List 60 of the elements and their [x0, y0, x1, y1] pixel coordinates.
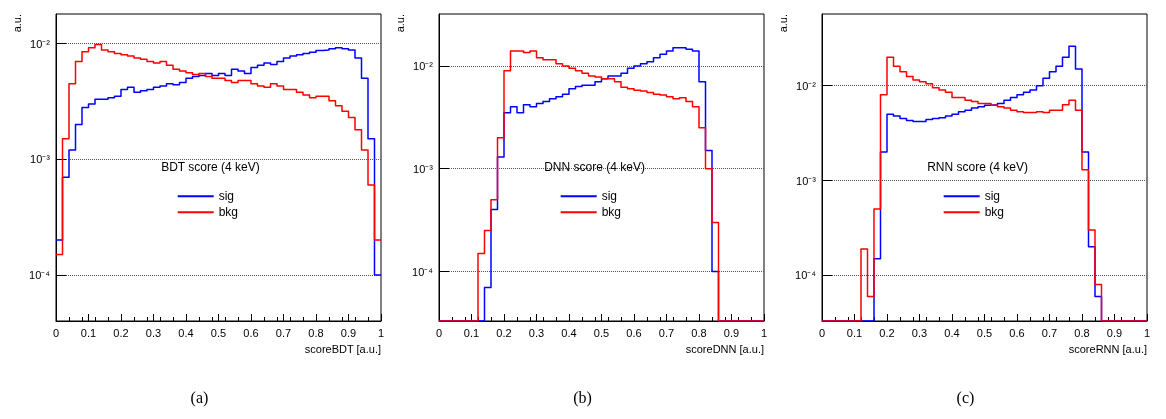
x-tick-label: 0.5 [976, 326, 993, 339]
x-tick-label: 0.2 [113, 326, 129, 339]
x-tick-label: 1 [1143, 326, 1151, 339]
x-tick-label: 0.4 [178, 326, 194, 339]
y-tick-label: 10⁻³ [30, 153, 51, 166]
x-tick-label: 0.9 [340, 326, 357, 339]
text: (c) [956, 388, 975, 407]
y-tick-label: 10⁻⁴ [412, 265, 434, 278]
x-tick-label: 0.4 [561, 326, 577, 339]
y-tick-label: 10⁻² [413, 59, 434, 72]
x-tick-label: 0.1 [80, 326, 97, 339]
x-tick-label: 0.2 [496, 326, 512, 339]
legend-title: RNN score (4 keV) [927, 160, 1028, 175]
y-tick-label: 10⁻³ [796, 174, 817, 187]
x-tick-label: 0.6 [626, 326, 642, 339]
legend-label: bkg [218, 205, 239, 220]
legend-label: bkg [601, 205, 622, 220]
x-tick-label: 0 [435, 326, 443, 339]
y-axis-title: a.u. [776, 14, 789, 33]
x-tick-label: 0.3 [528, 326, 545, 339]
x-tick-label: 0.1 [463, 326, 480, 339]
x-tick-label: 0 [52, 326, 60, 339]
text: (b) [573, 388, 592, 407]
x-tick-label: 0 [818, 326, 826, 339]
y-tick-label: 10⁻⁴ [795, 269, 817, 282]
x-tick-label: 0.3 [911, 326, 928, 339]
x-tick-label: 0.9 [1106, 326, 1123, 339]
x-tick-label: 0.8 [691, 326, 707, 339]
legend-label: sig [601, 189, 618, 204]
legend-label: sig [984, 189, 1001, 204]
x-tick-label: 0.7 [1041, 326, 1058, 339]
x-tick-label: 1 [760, 326, 768, 339]
x-tick-label: 0.8 [1074, 326, 1090, 339]
legend-title: BDT score (4 keV) [161, 160, 260, 175]
legend-title: DNN score (4 keV) [544, 160, 645, 175]
x-axis-title: scoreBDT [a.u.] [304, 342, 381, 355]
y-axis-title: a.u. [393, 14, 406, 33]
y-axis-title: a.u. [10, 14, 23, 33]
x-tick-label: 0.3 [145, 326, 162, 339]
x-tick-label: 0.9 [723, 326, 740, 339]
x-tick-label: 0.8 [308, 326, 324, 339]
x-tick-label: 0.6 [243, 326, 259, 339]
x-tick-label: 1 [377, 326, 385, 339]
y-tick-label: 10⁻² [796, 79, 817, 92]
x-axis-title: scoreDNN [a.u.] [685, 342, 764, 355]
x-tick-label: 0.1 [846, 326, 863, 339]
x-tick-label: 0.5 [593, 326, 610, 339]
legend-label: bkg [984, 205, 1005, 220]
x-tick-label: 0.5 [210, 326, 227, 339]
x-tick-label: 0.2 [879, 326, 895, 339]
x-tick-label: 0.7 [658, 326, 675, 339]
y-tick-label: 10⁻³ [413, 162, 434, 175]
x-tick-label: 0.6 [1009, 326, 1025, 339]
legend-label: sig [218, 189, 235, 204]
x-axis-title: scoreRNN [a.u.] [1068, 342, 1147, 355]
y-tick-label: 10⁻² [30, 37, 51, 50]
x-tick-label: 0.7 [275, 326, 292, 339]
y-tick-label: 10⁻⁴ [29, 268, 51, 281]
text: (a) [190, 388, 209, 407]
x-tick-label: 0.4 [944, 326, 960, 339]
